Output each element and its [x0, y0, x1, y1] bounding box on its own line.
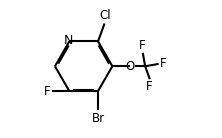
Text: F: F	[146, 80, 153, 93]
Text: O: O	[125, 60, 135, 73]
Text: Br: Br	[91, 112, 105, 125]
Text: N: N	[64, 34, 73, 47]
Text: F: F	[160, 57, 166, 70]
Text: F: F	[139, 39, 145, 52]
Text: Cl: Cl	[99, 9, 111, 22]
Text: F: F	[44, 85, 51, 98]
